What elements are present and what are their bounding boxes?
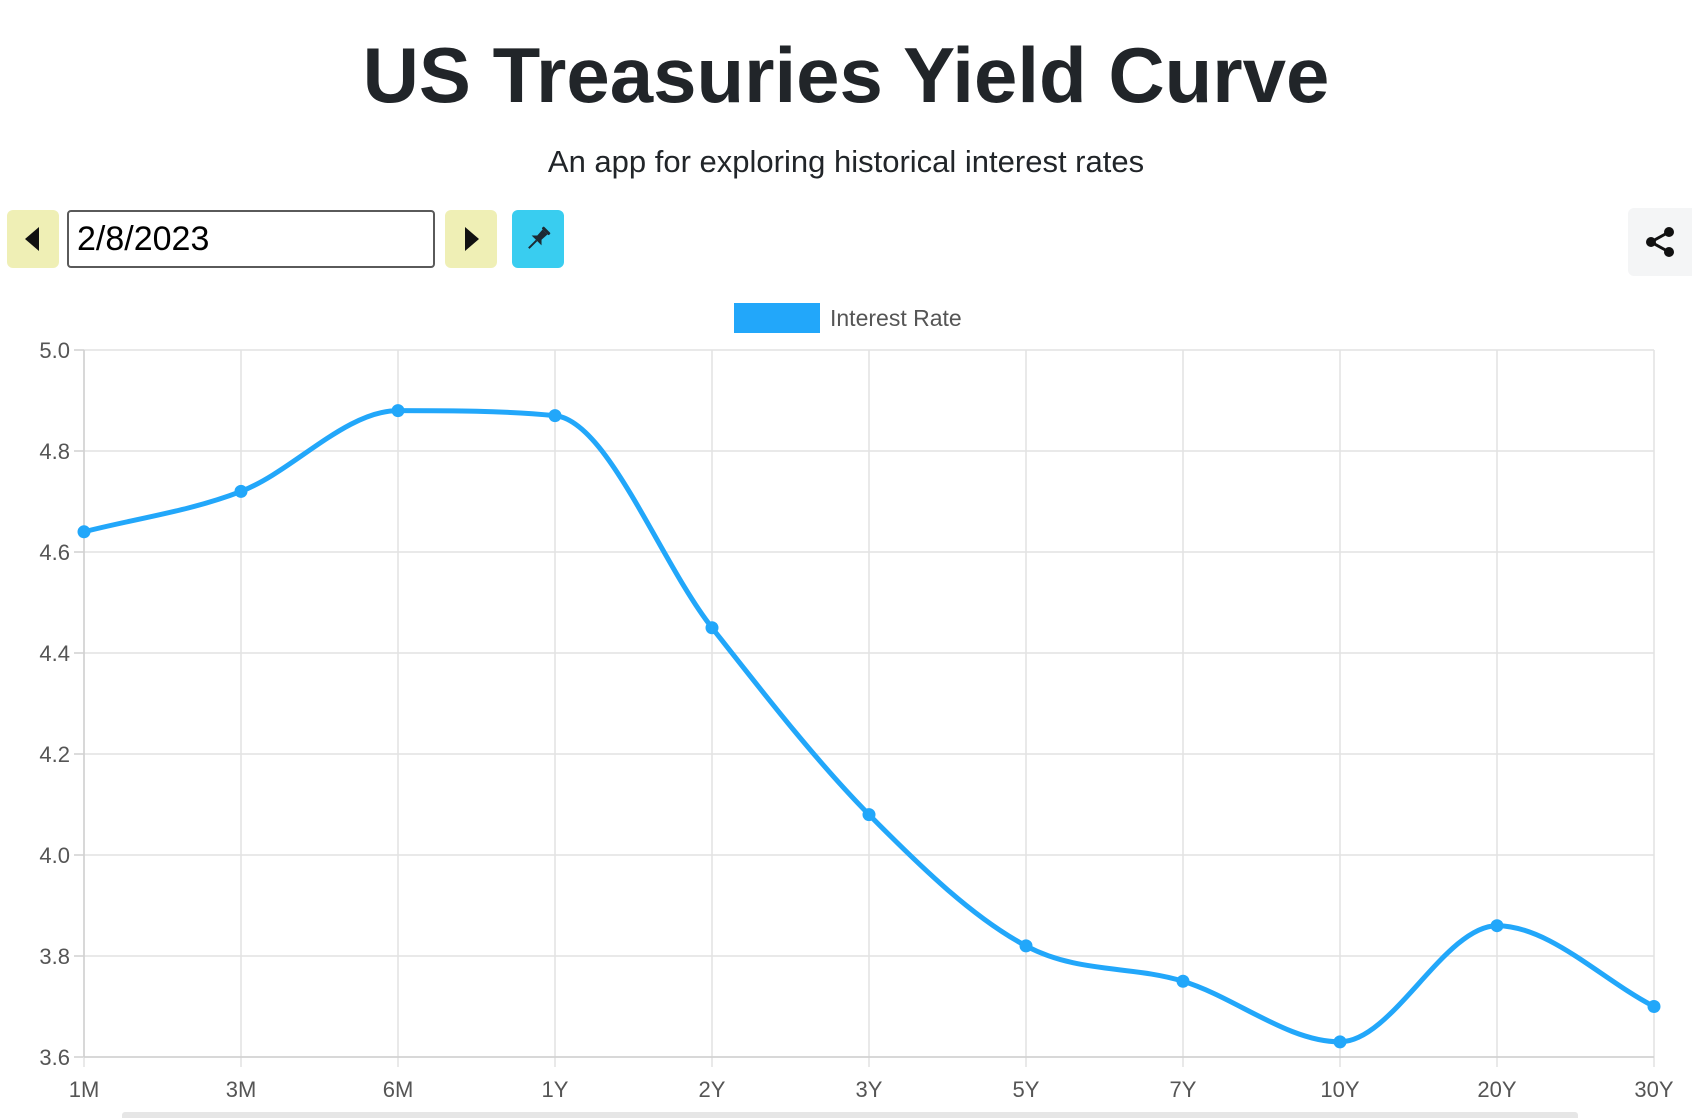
data-point[interactable] [1647, 1000, 1661, 1013]
y-tick-label: 3.6 [39, 1045, 70, 1070]
data-point[interactable] [391, 404, 405, 418]
legend-swatch [734, 303, 820, 333]
previous-date-button[interactable] [7, 210, 59, 268]
date-input[interactable] [67, 210, 435, 268]
x-tick-label: 20Y [1477, 1077, 1516, 1102]
x-tick-label: 1Y [542, 1077, 569, 1102]
data-point[interactable] [548, 409, 562, 423]
data-point[interactable] [705, 621, 719, 635]
y-tick-label: 4.8 [39, 439, 70, 464]
data-point[interactable] [1333, 1035, 1347, 1049]
horizontal-scrollbar[interactable] [122, 1112, 1578, 1118]
x-tick-label: 5Y [1013, 1077, 1040, 1102]
x-tick-label: 2Y [699, 1077, 726, 1102]
y-tick-label: 4.0 [39, 843, 70, 868]
y-tick-label: 3.8 [39, 944, 70, 969]
x-tick-label: 30Y [1634, 1077, 1673, 1102]
data-point[interactable] [862, 808, 876, 822]
chart-legend[interactable]: Interest Rate [734, 302, 962, 334]
next-date-button[interactable] [445, 210, 497, 268]
x-tick-label: 6M [383, 1077, 414, 1102]
pin-button[interactable] [512, 210, 564, 268]
data-point[interactable] [77, 525, 91, 539]
date-toolbar [0, 208, 1692, 276]
y-tick-label: 4.2 [39, 742, 70, 767]
x-tick-label: 7Y [1170, 1077, 1197, 1102]
y-tick-label: 4.4 [39, 641, 70, 666]
caret-right-icon [465, 227, 479, 251]
x-tick-label: 3M [226, 1077, 257, 1102]
page-subtitle: An app for exploring historical interest… [547, 144, 1145, 179]
data-point[interactable] [1176, 974, 1190, 988]
y-tick-label: 4.6 [39, 540, 70, 565]
x-tick-label: 10Y [1320, 1077, 1359, 1102]
x-tick-label: 3Y [856, 1077, 883, 1102]
caret-left-icon [25, 227, 39, 251]
pin-icon [528, 226, 551, 249]
data-point[interactable] [234, 484, 248, 498]
x-tick-label: 1M [69, 1077, 100, 1102]
y-tick-label: 5.0 [39, 338, 70, 363]
yield-curve-chart[interactable]: 3.6 3.8 4.0 4.2 4.4 4.6 4.8 5.0 1M 3M 6M 1Y 2Y 3Y 5Y 7Y… [0, 330, 1692, 1110]
page-title: US Treasuries Yield Curve [362, 31, 1330, 119]
share-icon [1646, 227, 1674, 257]
share-button[interactable] [1628, 208, 1692, 276]
data-point[interactable] [1019, 939, 1033, 953]
data-point[interactable] [1490, 919, 1504, 933]
legend-label: Interest Rate [830, 304, 962, 331]
